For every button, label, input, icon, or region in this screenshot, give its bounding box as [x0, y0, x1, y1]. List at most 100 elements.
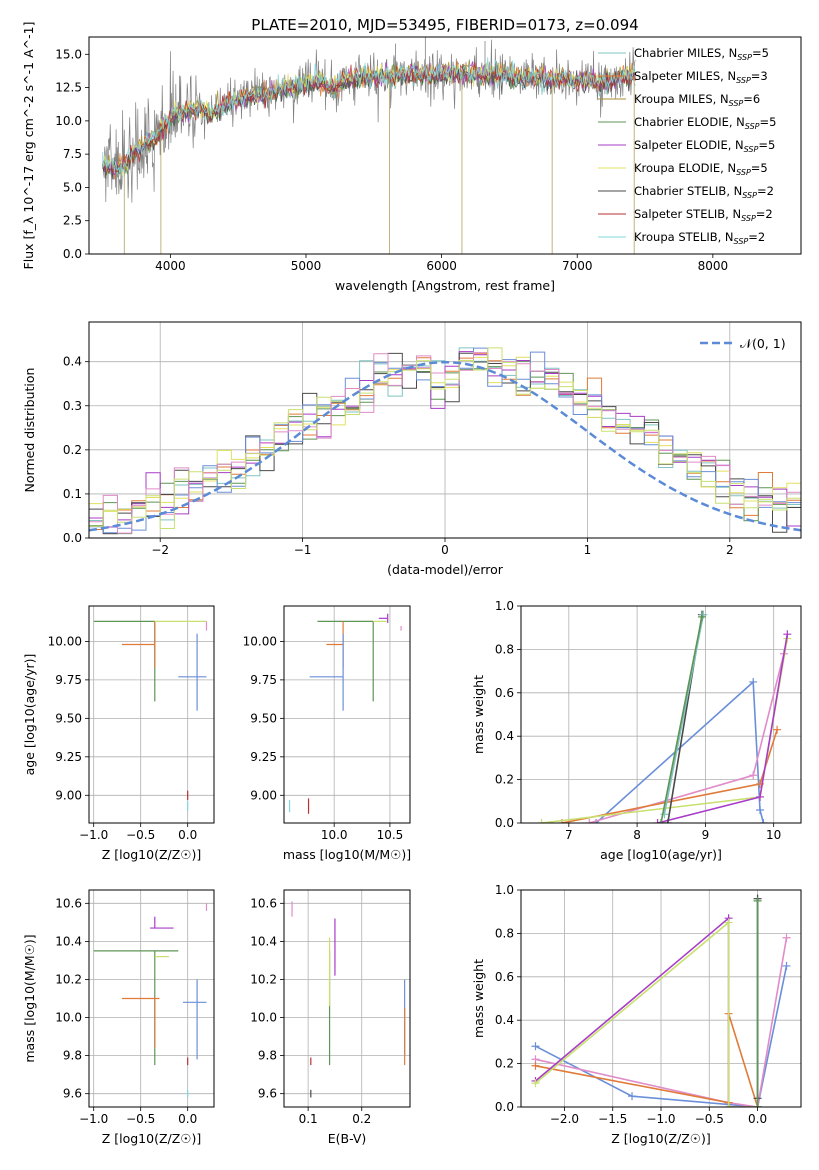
y-tick-label: 5.0: [63, 180, 82, 194]
residuals-ylabel: Normed distribution: [22, 368, 37, 493]
y-tick-label: 0.6: [495, 970, 514, 984]
histogram-step: [89, 347, 801, 529]
x-tick-label: 4000: [155, 259, 186, 273]
weight-marker: [660, 810, 669, 819]
spectrum-ylabel: Flux [f_λ 10^-17 erg cm^-2 s^-1 A^-1]: [21, 22, 36, 270]
weight-marker: [724, 918, 733, 927]
weight_vs_Z-panel: −2.0 −1.5 −1.0 −0.5 0.0 0.0 0.2 0.4 0.6 0.8 1.0 Z […: [471, 883, 802, 1146]
weight_vs_age-plot-area: [537, 610, 792, 823]
y-tick-label: 9.25: [55, 750, 82, 764]
y-tick-label: 15.0: [55, 47, 82, 61]
x-tick-label: −1.5: [598, 1112, 627, 1126]
mass_vs_EBV-plot-area: [291, 901, 406, 1098]
weight-marker: [697, 612, 706, 621]
y-tick-label: 7.5: [63, 147, 82, 161]
y-tick-label: 0.3: [63, 399, 82, 413]
x-tick-label: −1: [294, 543, 312, 557]
weight-marker: [749, 677, 758, 686]
y-tick-label: 10.00: [243, 634, 277, 648]
weight-marker: [759, 819, 768, 823]
legend-label: Salpeter MILES, NSSP=3: [634, 69, 768, 85]
y-tick-label: 0.0: [495, 816, 514, 830]
mass_vs_EBV-xlabel: E(B-V): [328, 1131, 367, 1146]
y-tick-label: 1.0: [495, 599, 514, 613]
errorbar-point: [121, 997, 160, 1048]
age_vs_Z-frame: [88, 605, 215, 824]
x-tick-label: −2.0: [550, 1112, 579, 1126]
errorbar-point: [309, 633, 344, 711]
y-tick-label: 1.0: [495, 883, 514, 897]
x-tick-label: −0.5: [126, 828, 155, 842]
y-tick-label: 10.4: [55, 934, 82, 948]
weight-marker: [531, 1042, 540, 1051]
age_vs_mass-xlabel: mass [log10(M/M☉)]: [283, 847, 411, 862]
y-tick-label: 0.2: [63, 443, 82, 457]
y-tick-label: 0.8: [495, 642, 514, 656]
residuals-xlabel: (data-model)/error: [387, 562, 504, 577]
y-tick-label: 0.0: [495, 1100, 514, 1114]
errorbar-point: [178, 633, 207, 711]
weight_vs_Z-xlabel: Z [log10(Z/Z☉)]: [611, 1131, 711, 1146]
y-tick-label: 9.00: [55, 788, 82, 802]
y-tick-label: 10.0: [55, 114, 82, 128]
weight_vs_age-xlabel: age [log10(age/yr)]: [600, 847, 722, 862]
x-tick-label: 0.0: [178, 1112, 197, 1126]
y-tick-label: 0.4: [63, 355, 82, 369]
y-tick-label: 0.2: [495, 773, 514, 787]
x-tick-label: 10: [766, 828, 781, 842]
weight-series-line: [660, 616, 703, 823]
residuals-frame: [88, 321, 802, 539]
y-tick-label: 0.8: [495, 926, 514, 940]
weight-marker: [628, 1092, 637, 1101]
weight-marker: [753, 1103, 762, 1107]
age_vs_Z-plot-area: [93, 620, 208, 811]
y-tick-label: 0.1: [63, 487, 82, 501]
x-tick-label: 0: [441, 543, 449, 557]
weight-marker: [531, 1079, 540, 1088]
weight-marker: [537, 819, 546, 823]
x-tick-label: 9: [702, 828, 710, 842]
weight-marker: [724, 1103, 733, 1107]
residuals-panel: −2 −1 0 1 2 0.0 0.1 0.2 0.3 0.4 (data-model)/error…: [22, 321, 802, 577]
y-tick-label: 10.6: [55, 896, 82, 910]
spectrum-plot-area: [102, 37, 636, 254]
weight-marker: [653, 819, 662, 823]
y-tick-label: 0.6: [495, 686, 514, 700]
weight-series-line: [663, 614, 705, 815]
x-tick-label: 0.1: [299, 1112, 318, 1126]
y-tick-label: 9.8: [258, 1049, 277, 1063]
y-tick-label: 0.0: [63, 247, 82, 261]
weight-marker: [657, 819, 665, 823]
x-tick-label: 7000: [562, 259, 593, 273]
mass_vs_Z-plot-area: [93, 903, 208, 1098]
errorbar-point: [121, 621, 156, 668]
x-tick-label: 2: [726, 543, 734, 557]
y-tick-label: 0.4: [495, 1013, 514, 1027]
x-tick-label: 8: [633, 828, 641, 842]
y-tick-label: 9.50: [250, 711, 277, 725]
legend-label: Kroupa ELODIE, NSSP=5: [634, 161, 768, 177]
mass_vs_EBV-panel: 0.1 0.2 9.6 9.8 10.0 10.2 10.4 10.6 E(B-V): [250, 889, 411, 1146]
residuals-plot-area: [89, 347, 801, 535]
y-tick-label: 9.00: [250, 788, 277, 802]
weight-series-line: [535, 937, 788, 1107]
weight_vs_Z-plot-area: [531, 894, 791, 1107]
x-tick-label: 0.0: [178, 828, 197, 842]
y-tick-label: 10.0: [250, 1011, 277, 1025]
legend-label: Salpeter ELODIE, NSSP=5: [634, 138, 775, 154]
x-tick-label: 0.2: [352, 1112, 371, 1126]
age_vs_Z-ylabel: age [log10(age/yr)]: [22, 654, 37, 776]
x-tick-label: 8000: [698, 259, 729, 273]
weight-marker: [756, 792, 765, 801]
x-tick-label: −1.0: [79, 1112, 108, 1126]
legend-label: Salpeter STELIB, NSSP=2: [634, 207, 773, 223]
weight_vs_Z-frame: [520, 889, 802, 1108]
x-tick-label: −0.5: [126, 1112, 155, 1126]
y-tick-label: 0.0: [63, 531, 82, 545]
x-tick-label: 10.0: [321, 828, 348, 842]
weight-marker: [782, 933, 791, 942]
spectrum-model-line: [102, 57, 636, 174]
errorbar-point: [317, 620, 374, 702]
y-tick-label: 9.25: [250, 750, 277, 764]
x-tick-label: 10.5: [377, 828, 404, 842]
